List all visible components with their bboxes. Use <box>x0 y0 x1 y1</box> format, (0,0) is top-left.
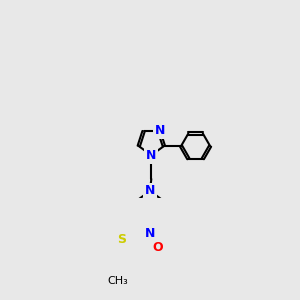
Text: O: O <box>152 241 163 254</box>
Text: N: N <box>145 227 155 240</box>
Text: N: N <box>145 184 155 197</box>
Text: CH₃: CH₃ <box>108 276 128 286</box>
Text: N: N <box>154 124 165 137</box>
Text: S: S <box>118 233 127 246</box>
Text: N: N <box>146 149 157 162</box>
